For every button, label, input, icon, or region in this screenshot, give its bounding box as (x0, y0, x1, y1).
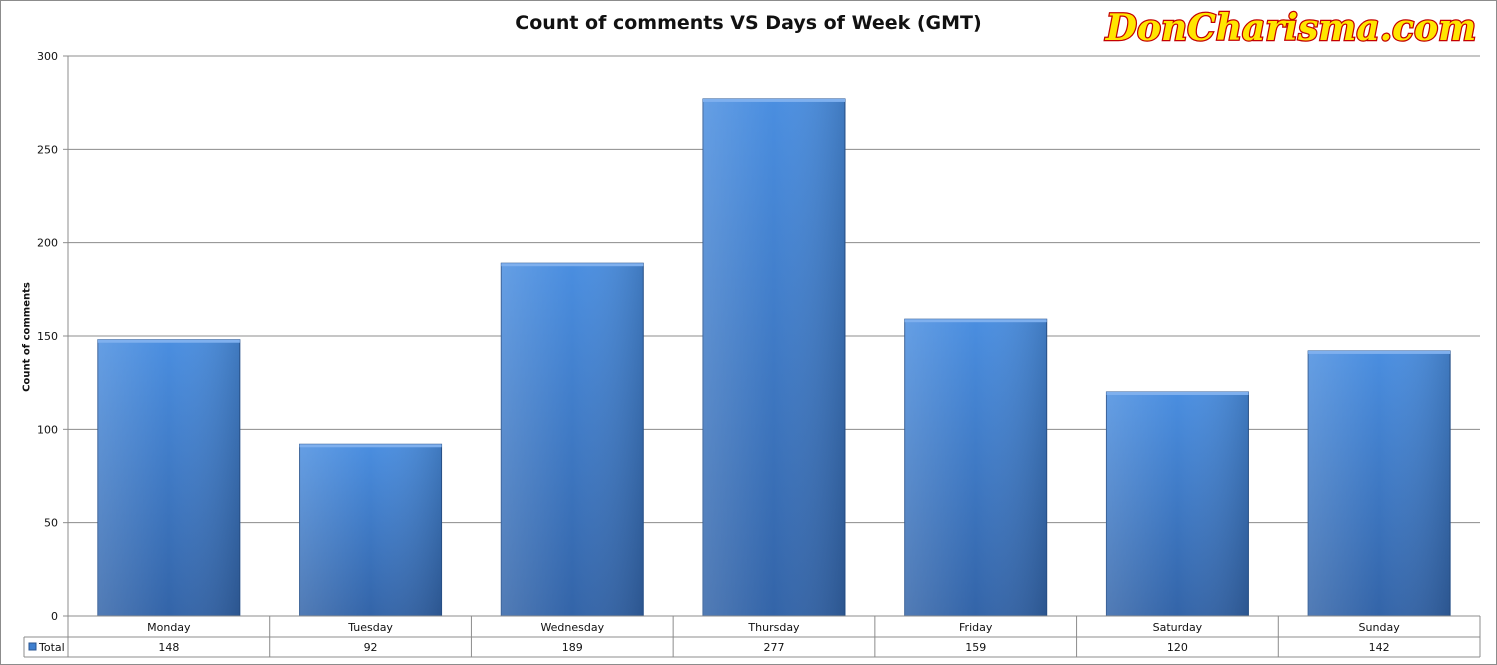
bar-top-highlight (97, 339, 240, 343)
y-tick-label: 50 (44, 517, 58, 530)
legend-label: Total (38, 641, 65, 654)
bar-top-highlight (904, 319, 1047, 323)
bar-shade (501, 263, 644, 616)
legend-key (28, 642, 37, 651)
y-tick-label: 300 (37, 50, 58, 63)
y-tick-label: 0 (51, 610, 58, 623)
y-axis-ticks: 0 50 100 150 200 250 300 (37, 50, 69, 623)
y-tick-label: 200 (37, 237, 58, 250)
x-category-label: Tuesday (347, 621, 393, 634)
x-category-label: Monday (147, 621, 191, 634)
bar-top-highlight (703, 98, 845, 102)
y-tick-label: 100 (37, 423, 58, 436)
bar-top-highlight (501, 263, 644, 267)
bar-shade (1106, 392, 1249, 616)
bar-shade (1308, 350, 1451, 616)
x-category-label: Sunday (1359, 621, 1401, 634)
data-table-value: 277 (764, 641, 785, 654)
bar-shade (703, 98, 845, 616)
x-category-label: Saturday (1153, 621, 1203, 634)
watermark-logo: DonCharisma.com (1104, 6, 1478, 51)
y-tick-label: 150 (37, 330, 58, 343)
x-category-label: Friday (959, 621, 993, 634)
chart-title: Count of comments VS Days of Week (GMT) (515, 12, 982, 34)
data-table-value: 189 (562, 641, 583, 654)
data-table-value: 159 (965, 641, 986, 654)
data-table-value: 142 (1369, 641, 1390, 654)
bar-top-highlight (1308, 350, 1451, 354)
bar-shade (904, 319, 1047, 616)
y-tick-label: 250 (37, 143, 58, 156)
x-category-label: Wednesday (540, 621, 604, 634)
x-category-label: Thursday (747, 621, 800, 634)
watermark-text: DonCharisma.com (1105, 7, 1476, 49)
data-table-value: 148 (158, 641, 179, 654)
bars (97, 98, 1451, 617)
data-table-value: 120 (1167, 641, 1188, 654)
bar-shade (97, 339, 240, 616)
data-table: Monday 148 Tuesday 92 Wednesday 189 Thursday 27… (23, 615, 1481, 658)
data-table-value: 92 (364, 641, 378, 654)
bar-shade (299, 444, 442, 616)
bar-top-highlight (1106, 392, 1249, 395)
bar-top-highlight (299, 444, 442, 448)
